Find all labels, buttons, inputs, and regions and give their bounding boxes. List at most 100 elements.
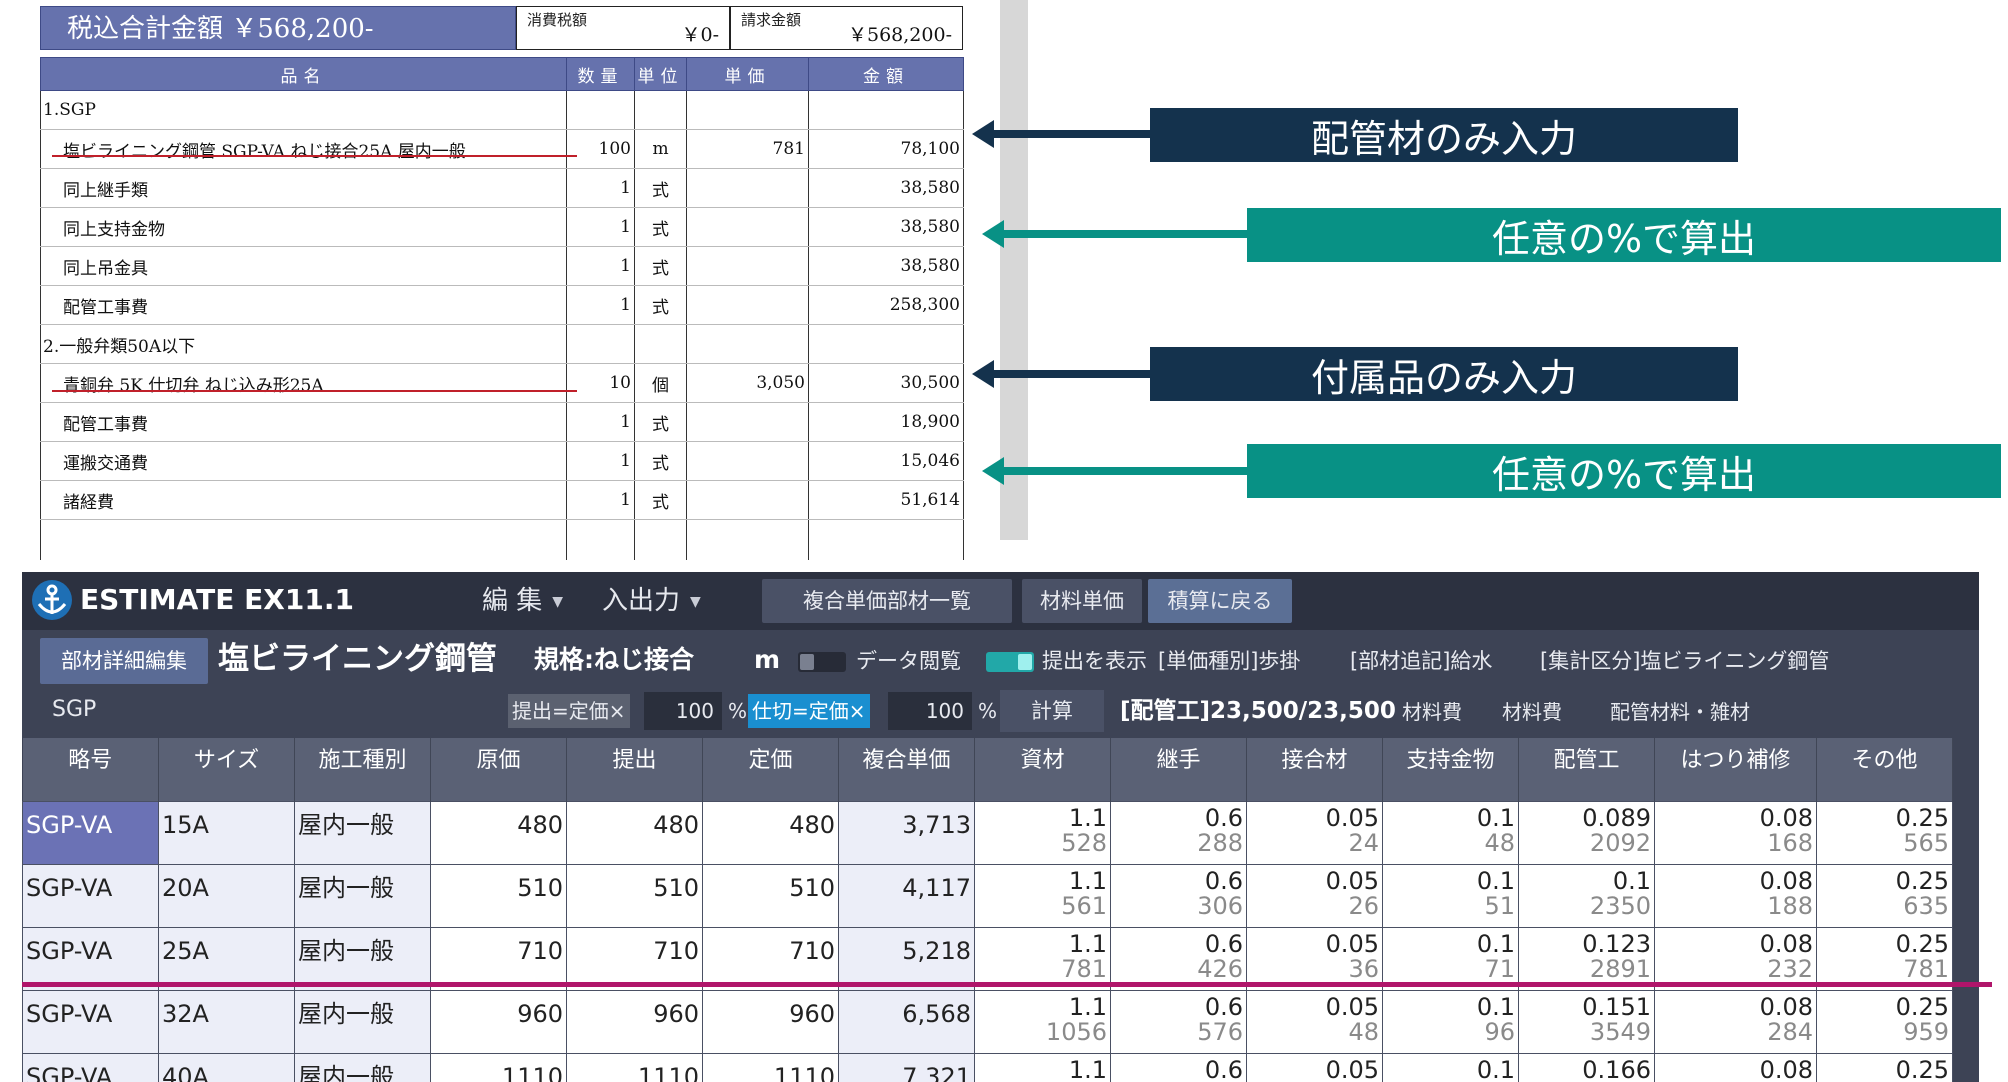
cell-other[interactable]: 0.25 565	[1816, 801, 1953, 865]
cell-chipping-repair[interactable]: 0.08 284	[1654, 990, 1817, 1054]
cell-other[interactable]: 0.25 635	[1816, 864, 1953, 928]
col-header-work-type[interactable]: 施工種別	[294, 738, 431, 802]
cell-other[interactable]: 0.25	[1816, 1053, 1953, 1082]
cell-support[interactable]: 0.1 48	[1382, 801, 1519, 865]
cell-size[interactable]: 40A	[158, 1053, 295, 1082]
cell-joint[interactable]: 0.05 36	[1246, 927, 1383, 991]
table-row[interactable]: SGP-VA 32A 屋内一般 960 960 960 6,568 1.1 1056 0.6 576…	[22, 990, 1953, 1054]
cell-code[interactable]: SGP-VA	[22, 864, 159, 928]
cell-code[interactable]: SGP-VA	[22, 801, 159, 865]
cell-composite-price[interactable]: 7,321	[838, 1053, 975, 1082]
col-header-plumber[interactable]: 配管工	[1518, 738, 1655, 802]
cell-plumber[interactable]: 0.1 2350	[1518, 864, 1655, 928]
cell-composite-price[interactable]: 4,117	[838, 864, 975, 928]
col-header-chipping-repair[interactable]: はつり補修	[1654, 738, 1817, 802]
cell-list-price[interactable]: 510	[702, 864, 839, 928]
back-to-estimate-button[interactable]: 積算に戻る	[1148, 579, 1292, 623]
cell-list-price[interactable]: 1110	[702, 1053, 839, 1082]
cell-other[interactable]: 0.25 781	[1816, 927, 1953, 991]
cell-size[interactable]: 25A	[158, 927, 295, 991]
cell-chipping-repair[interactable]: 0.08 168	[1654, 801, 1817, 865]
cell-size[interactable]: 32A	[158, 990, 295, 1054]
cell-joint[interactable]: 0.05 24	[1246, 801, 1383, 865]
cell-joint[interactable]: 0.05 26	[1246, 864, 1383, 928]
cell-cost[interactable]: 480	[430, 801, 567, 865]
cell-submit[interactable]: 1110	[566, 1053, 703, 1082]
cell-support[interactable]: 0.1 96	[1382, 990, 1519, 1054]
cell-work-type[interactable]: 屋内一般	[294, 864, 431, 928]
cell-material[interactable]: 1.1 561	[974, 864, 1111, 928]
data-view-toggle[interactable]	[798, 652, 846, 672]
col-header-code[interactable]: 略号	[22, 738, 159, 802]
col-header-other[interactable]: その他	[1816, 738, 1953, 802]
table-row[interactable]: SGP-VA 15A 屋内一般 480 480 480 3,713 1.1 528 0.6 288 0…	[22, 801, 1953, 865]
cell-material[interactable]: 1.1 1056	[974, 990, 1111, 1054]
cell-work-type[interactable]: 屋内一般	[294, 1053, 431, 1082]
cell-list-price[interactable]: 480	[702, 801, 839, 865]
cell-support[interactable]: 0.1	[1382, 1053, 1519, 1082]
material-price-button[interactable]: 材料単価	[1022, 579, 1142, 623]
cell-composite-price[interactable]: 6,568	[838, 990, 975, 1054]
cell-fitting[interactable]: 0.6 288	[1110, 801, 1247, 865]
cell-material[interactable]: 1.1 528	[974, 801, 1111, 865]
cell-cost[interactable]: 1110	[430, 1053, 567, 1082]
cell-chipping-repair[interactable]: 0.08 188	[1654, 864, 1817, 928]
cell-submit[interactable]: 710	[566, 927, 703, 991]
cell-code[interactable]: SGP-VA	[22, 990, 159, 1054]
cell-composite-price[interactable]: 3,713	[838, 801, 975, 865]
composite-list-button[interactable]: 複合単価部材一覧	[762, 579, 1012, 623]
table-row[interactable]: SGP-VA 20A 屋内一般 510 510 510 4,117 1.1 561 0.6 306 0…	[22, 864, 1953, 928]
cell-fitting[interactable]: 0.6	[1110, 1053, 1247, 1082]
col-header-material[interactable]: 資材	[974, 738, 1111, 802]
cell-cost[interactable]: 710	[430, 927, 567, 991]
table-row[interactable]: SGP-VA 25A 屋内一般 710 710 710 5,218 1.1 781 0.6 426 0…	[22, 927, 1953, 991]
cell-submit[interactable]: 480	[566, 801, 703, 865]
calculate-button[interactable]: 計算	[1000, 690, 1104, 732]
cell-submit[interactable]: 510	[566, 864, 703, 928]
cell-plumber[interactable]: 0.166	[1518, 1053, 1655, 1082]
cell-material[interactable]: 1.1 781	[974, 927, 1111, 991]
material-detail-edit-button[interactable]: 部材詳細編集	[40, 638, 208, 684]
menu-io[interactable]: 入出力 ▼	[602, 582, 701, 621]
cell-size[interactable]: 20A	[158, 864, 295, 928]
cell-support[interactable]: 0.1 71	[1382, 927, 1519, 991]
col-header-submit[interactable]: 提出	[566, 738, 703, 802]
submit-percent-input[interactable]: 100	[644, 692, 722, 730]
cell-support[interactable]: 0.1 51	[1382, 864, 1519, 928]
cut-percent-input[interactable]: 100	[888, 692, 972, 730]
cut-formula-chip[interactable]: 仕切=定価×	[748, 694, 870, 728]
col-header-joint[interactable]: 接合材	[1246, 738, 1383, 802]
cell-chipping-repair[interactable]: 0.08	[1654, 1053, 1817, 1082]
cell-list-price[interactable]: 960	[702, 990, 839, 1054]
cell-work-type[interactable]: 屋内一般	[294, 801, 431, 865]
cell-fitting[interactable]: 0.6 426	[1110, 927, 1247, 991]
cell-fitting[interactable]: 0.6 306	[1110, 864, 1247, 928]
col-header-cost[interactable]: 原価	[430, 738, 567, 802]
cell-code[interactable]: SGP-VA	[22, 927, 159, 991]
cell-cost[interactable]: 960	[430, 990, 567, 1054]
cell-joint[interactable]: 0.05 48	[1246, 990, 1383, 1054]
cell-composite-price[interactable]: 5,218	[838, 927, 975, 991]
cell-plumber[interactable]: 0.151 3549	[1518, 990, 1655, 1054]
col-header-size[interactable]: サイズ	[158, 738, 295, 802]
cell-plumber[interactable]: 0.089 2092	[1518, 801, 1655, 865]
cell-fitting[interactable]: 0.6 576	[1110, 990, 1247, 1054]
cell-code[interactable]: SGP-VA	[22, 1053, 159, 1082]
show-submit-toggle[interactable]	[986, 652, 1034, 672]
col-header-support[interactable]: 支持金物	[1382, 738, 1519, 802]
col-header-list-price[interactable]: 定価	[702, 738, 839, 802]
cell-joint[interactable]: 0.05	[1246, 1053, 1383, 1082]
cell-other[interactable]: 0.25 959	[1816, 990, 1953, 1054]
cell-work-type[interactable]: 屋内一般	[294, 927, 431, 991]
table-row[interactable]: SGP-VA 40A 屋内一般 1110 1110 1110 7,321 1.1 0.6 0.05…	[22, 1053, 1953, 1082]
cell-work-type[interactable]: 屋内一般	[294, 990, 431, 1054]
menu-edit[interactable]: 編 集 ▼	[482, 582, 563, 621]
cell-submit[interactable]: 960	[566, 990, 703, 1054]
cell-material[interactable]: 1.1	[974, 1053, 1111, 1082]
cell-size[interactable]: 15A	[158, 801, 295, 865]
submit-formula-chip[interactable]: 提出=定価×	[508, 694, 630, 728]
cell-plumber[interactable]: 0.123 2891	[1518, 927, 1655, 991]
cell-cost[interactable]: 510	[430, 864, 567, 928]
col-header-fitting[interactable]: 継手	[1110, 738, 1247, 802]
col-header-composite-price[interactable]: 複合単価	[838, 738, 975, 802]
